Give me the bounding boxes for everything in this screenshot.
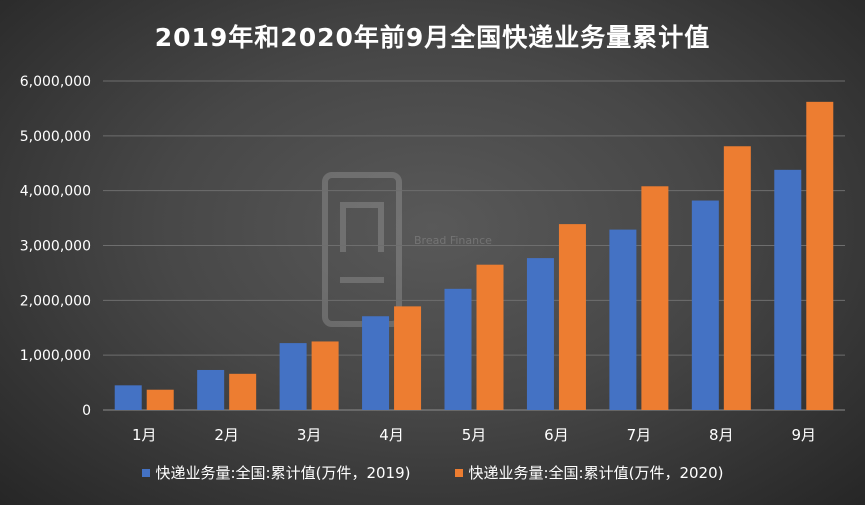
legend-swatch-2019 (141, 468, 150, 477)
bar-2019 (774, 169, 802, 410)
bar-2019 (362, 316, 390, 410)
legend-label-2020: 快递业务量:全国:累计值(万件，2020) (468, 464, 724, 482)
bar-2020 (641, 186, 669, 410)
bar-2019 (279, 343, 307, 410)
bar-2019 (526, 258, 554, 410)
x-tick-label: 2月 (214, 426, 239, 444)
x-tick-label: 8月 (709, 426, 734, 444)
x-tick-label: 5月 (462, 426, 487, 444)
legend-swatch-2020 (454, 468, 463, 477)
bar-2020 (806, 101, 834, 410)
legend-item-2020: 快递业务量:全国:累计值(万件，2020) (454, 462, 724, 483)
bar-2019 (444, 288, 472, 410)
bar-2020 (558, 224, 586, 410)
x-tick-label: 3月 (297, 426, 322, 444)
bar-2020 (394, 306, 422, 410)
y-tick-label: 5,000,000 (20, 129, 91, 145)
bar-2019 (609, 229, 637, 410)
bar-2019 (691, 200, 719, 410)
x-tick-label: 4月 (379, 426, 404, 444)
legend: 快递业务量:全国:累计值(万件，2019) 快递业务量:全国:累计值(万件，20… (0, 462, 865, 483)
legend-label-2019: 快递业务量:全国:累计值(万件，2019) (155, 464, 411, 482)
y-tick-label: 6,000,000 (20, 74, 91, 90)
x-tick-label: 7月 (627, 426, 652, 444)
y-tick-label: 3,000,000 (20, 239, 91, 255)
bar-2020 (146, 389, 174, 410)
bar-2019 (197, 369, 225, 410)
y-tick-label: 1,000,000 (20, 348, 91, 364)
bar-2020 (229, 373, 257, 410)
y-tick-label: 0 (82, 403, 91, 419)
bar-2020 (311, 341, 339, 410)
bar-2020 (723, 146, 751, 411)
x-tick-label: 1月 (132, 426, 157, 444)
legend-item-2019: 快递业务量:全国:累计值(万件，2019) (141, 462, 411, 483)
bar-2019 (114, 385, 142, 410)
bar-2020 (476, 264, 504, 410)
x-tick-label: 9月 (792, 426, 817, 444)
y-tick-label: 2,000,000 (20, 293, 91, 309)
chart-title: 2019年和2020年前9月全国快递业务量累计值 (154, 23, 711, 52)
x-tick-label: 6月 (544, 426, 569, 444)
y-tick-label: 4,000,000 (20, 184, 91, 200)
